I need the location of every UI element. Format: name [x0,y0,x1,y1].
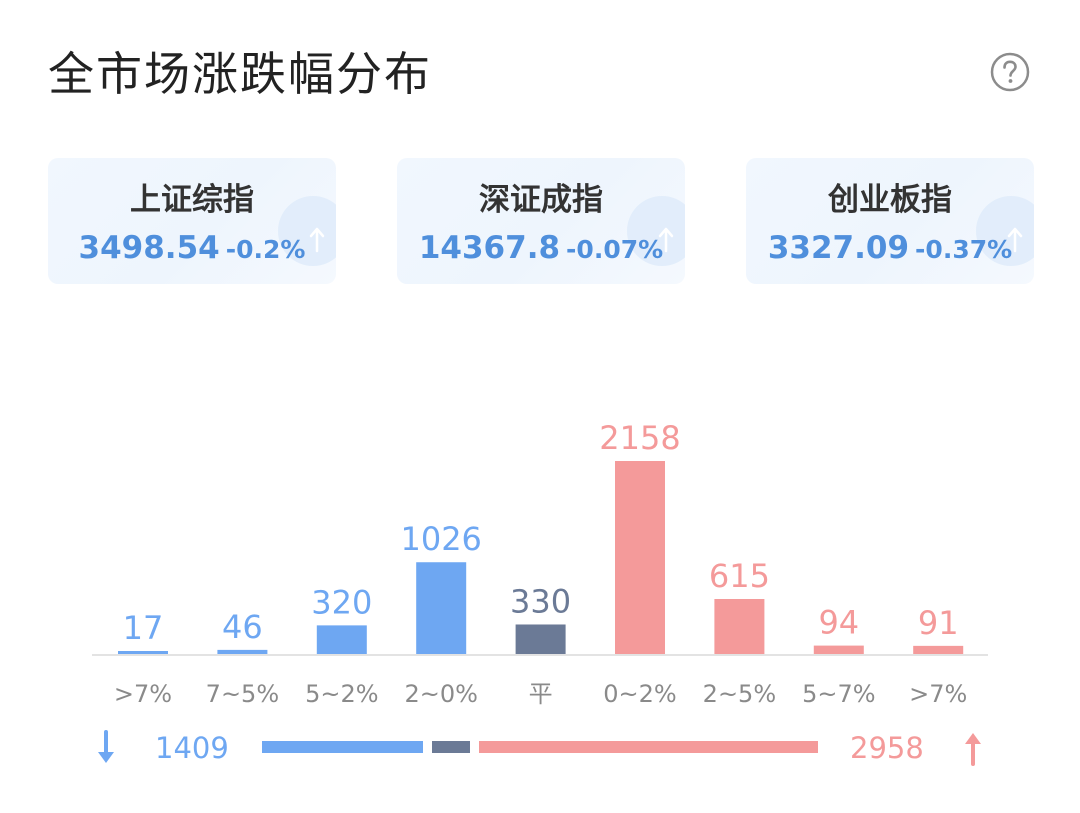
index-card-szse[interactable]: 深证成指 14367.8 -0.07% [397,158,685,284]
bar-7 [813,645,864,654]
index-name: 深证成指 [479,182,603,218]
bar-value-label: 17 [123,609,164,647]
card-decoration [278,196,336,266]
index-card-chinext[interactable]: 创业板指 3327.09 -0.37% [746,158,1034,284]
bar-value-label: 330 [510,582,571,620]
trend-up-icon [309,227,325,253]
index-name: 创业板指 [828,182,952,218]
index-name: 上证综指 [130,182,254,218]
index-cards: 上证综指 3498.54 -0.2% 深证成指 14367.8 -0.07% 创业板… [48,158,1034,284]
up-down-summary: 1409 2958 [0,726,1080,772]
bar-1 [217,649,268,654]
advancers-count: 2958 [850,731,924,765]
bar-0 [118,651,168,654]
bar-8 [913,645,964,654]
arrow-down-icon [98,730,114,763]
index-values: 3327.09 -0.37% [746,228,1034,273]
page-title: 全市场涨跌幅分布 [48,47,432,101]
trend-up-icon [1007,227,1023,253]
category-label: 平 [529,680,553,708]
index-values: 3498.54 -0.2% [48,228,336,273]
category-label: 5~2% [305,680,378,708]
bar-2 [316,625,367,654]
bar-6 [714,598,765,654]
card-decoration [976,196,1034,266]
index-card-sse[interactable]: 上证综指 3498.54 -0.2% [48,158,336,284]
bar-value-label: 2158 [599,419,680,457]
card-decoration [627,196,685,266]
category-label: >7% [909,680,967,708]
trend-up-icon [658,227,674,253]
index-value: 14367.8 [418,230,561,266]
decliners-ratio-bar [262,741,424,753]
bar-value-label: 1026 [400,520,481,558]
index-change: -0.2% [225,235,306,264]
index-change: -0.07% [566,235,664,264]
index-values: 14367.8 -0.07% [397,228,685,273]
bar-value-label: 91 [918,604,959,642]
index-value: 3327.09 [767,230,910,266]
bar-4 [515,624,566,654]
category-label: 7~5% [206,680,279,708]
advancers-ratio-bar [479,741,818,753]
index-change: -0.37% [915,235,1013,264]
unchanged-ratio-bar [432,741,471,753]
category-label: 2~5% [703,680,776,708]
category-label: >7% [114,680,172,708]
arrow-up-icon [965,733,981,766]
index-value: 3498.54 [78,230,220,266]
bar-value-label: 46 [222,608,263,646]
bar-value-label: 615 [709,557,770,595]
category-label: 0~2% [603,680,676,708]
decliners-count: 1409 [155,731,229,765]
bar-value-label: 320 [311,583,372,621]
category-label: 5~7% [802,680,875,708]
category-label: 2~0% [404,680,477,708]
bar-value-label: 94 [818,604,859,642]
question-circle-icon[interactable] [990,52,1030,92]
bar-5 [615,461,665,654]
distribution-bar-chart: 17 >7% 46 7~5% 320 5~2% 1026 2~0% 330 平 2158 0~2% 61… [92,419,988,708]
bar-3 [416,562,467,654]
